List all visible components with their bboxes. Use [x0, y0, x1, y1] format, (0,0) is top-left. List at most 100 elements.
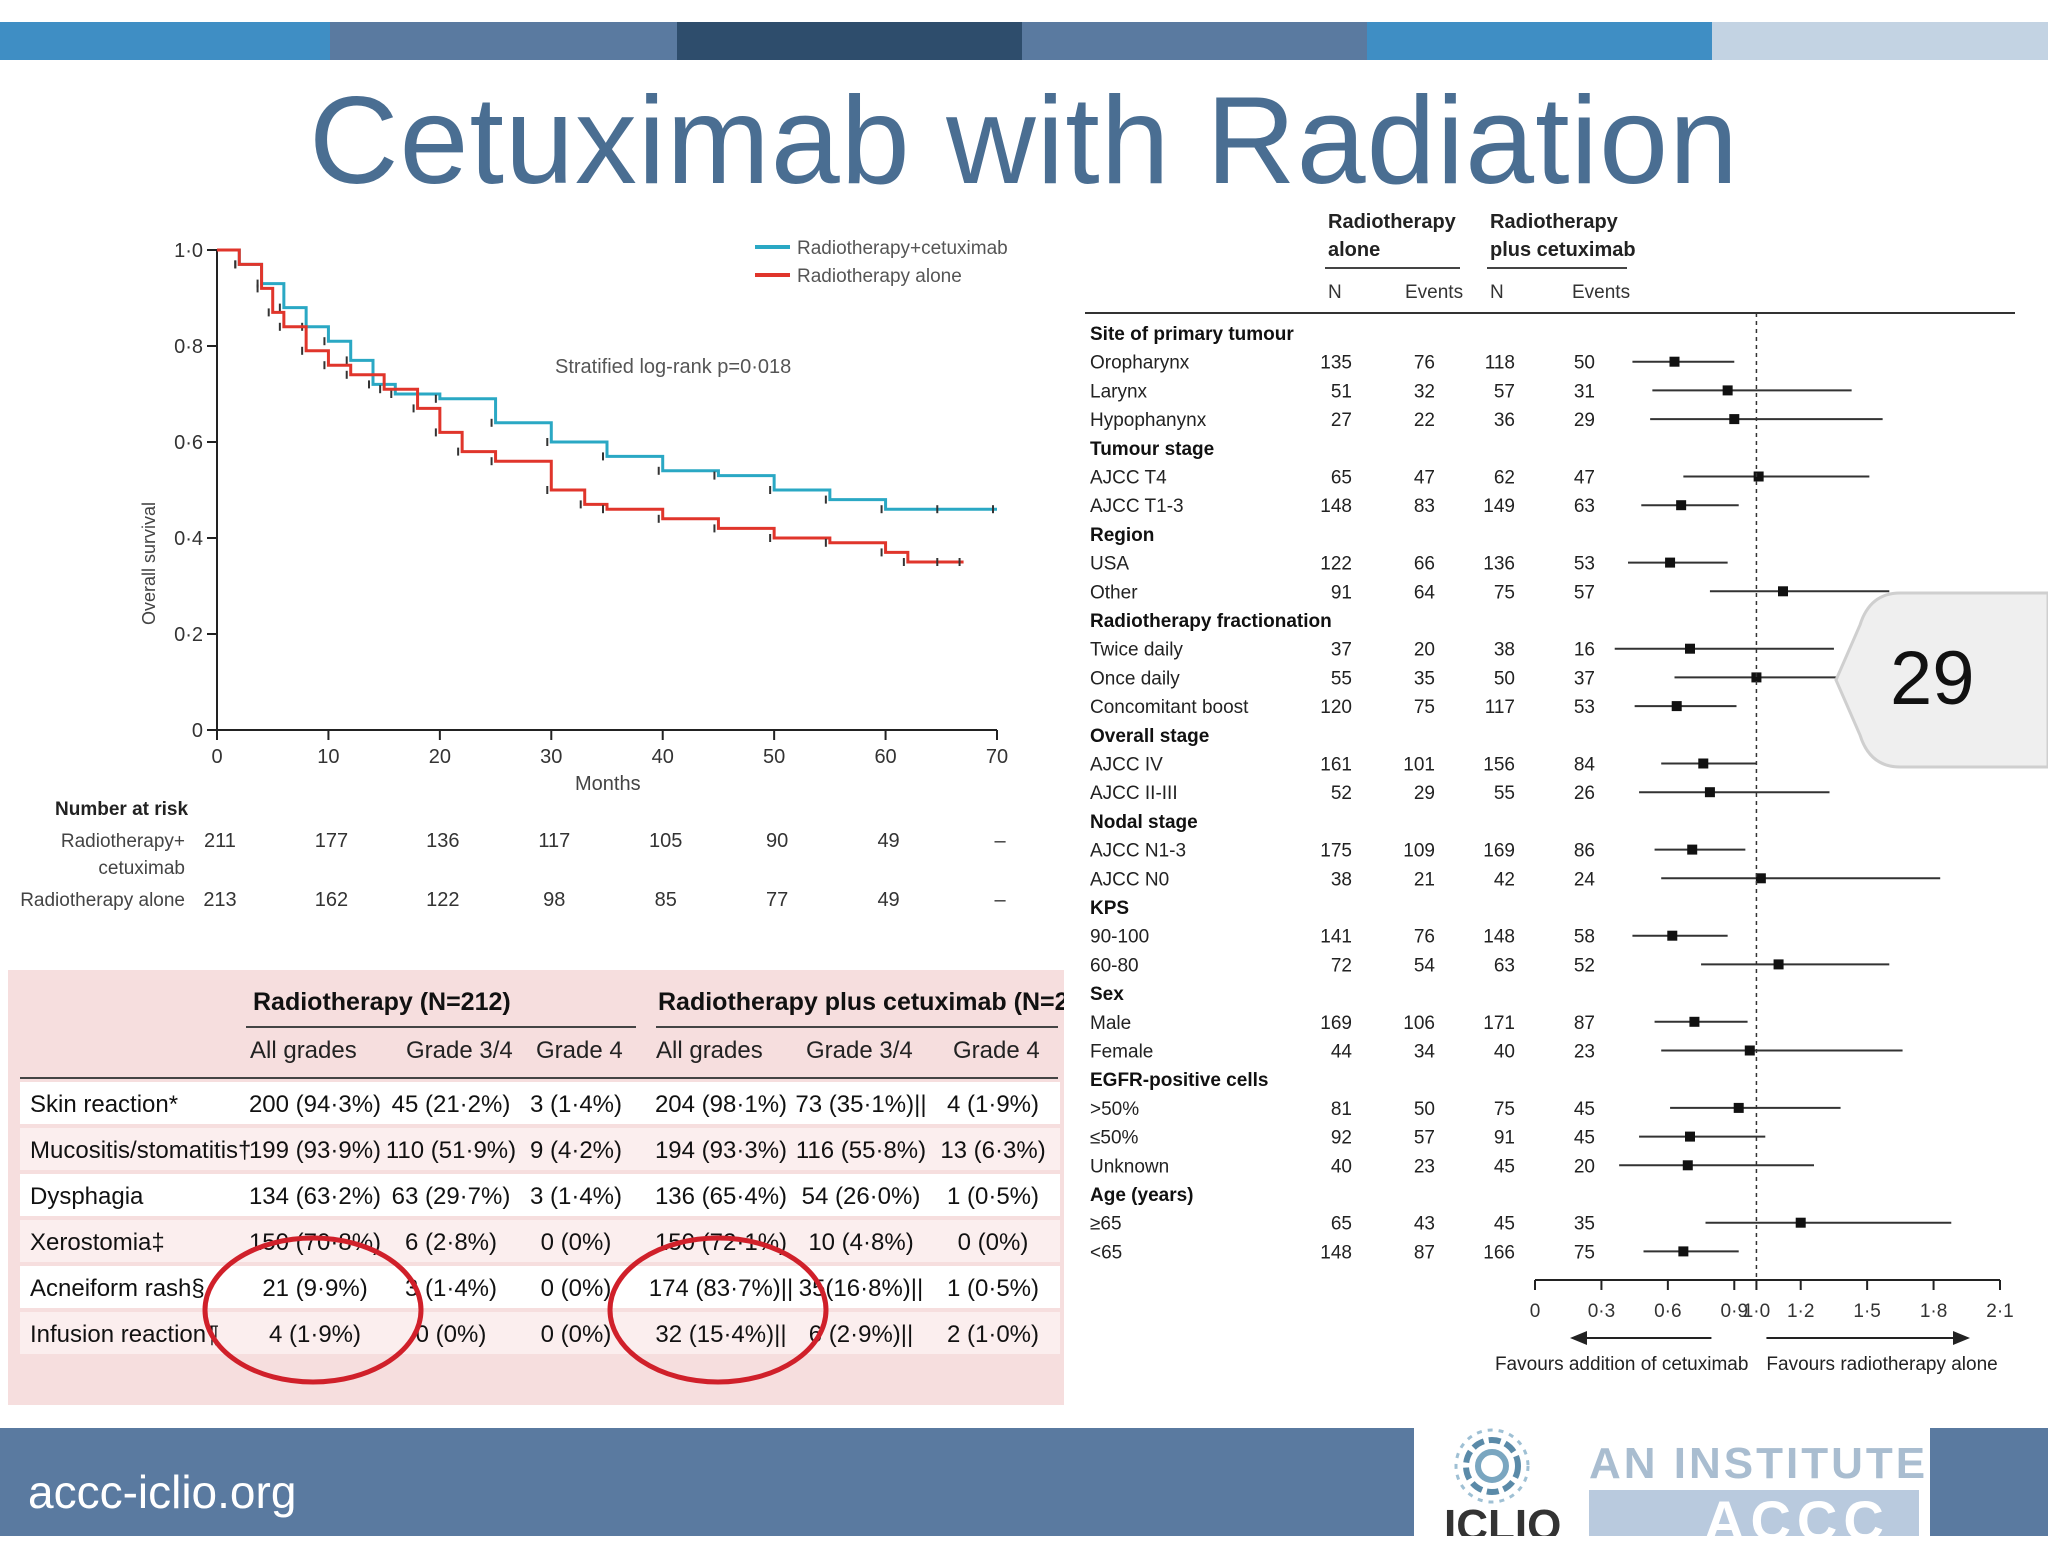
km-curves — [217, 248, 997, 566]
slide-title: Cetuximab with Radiation — [308, 72, 1740, 210]
forest-point-estimate — [1755, 873, 1766, 884]
forest-col-group-2: plus cetuximab — [1490, 239, 1636, 261]
ae-cell: 1 (0·5%) — [947, 1183, 1039, 1210]
ae-row-label: Xerostomia‡ — [30, 1229, 165, 1256]
forest-point-estimate — [1744, 1045, 1755, 1056]
ae-cell: 3 (1·4%) — [530, 1183, 622, 1210]
forest-point-estimate — [1733, 1102, 1744, 1113]
ae-cell: 204 (98·1%) — [655, 1091, 787, 1118]
risk-value: 77 — [766, 889, 788, 911]
forest-n2: 55 — [1494, 783, 1515, 804]
ae-subheader: All grades — [656, 1037, 763, 1064]
forest-e2: 84 — [1574, 755, 1596, 776]
forest-e2: 52 — [1574, 955, 1595, 976]
forest-row-label: Larynx — [1090, 381, 1148, 402]
forest-n2: 171 — [1483, 1013, 1515, 1034]
forest-e2: 45 — [1574, 1128, 1595, 1149]
risk-value: – — [994, 830, 1006, 852]
forest-e1: 32 — [1414, 381, 1435, 402]
forest-e1: 35 — [1414, 668, 1435, 689]
ae-cell: 6 (2·9%)|| — [809, 1321, 914, 1348]
forest-e2: 75 — [1574, 1242, 1595, 1263]
km-y-tick-label: 1·0 — [174, 240, 203, 262]
forest-n1: 37 — [1331, 640, 1352, 661]
forest-col-group-1: Radiotherapy — [1328, 211, 1457, 233]
forest-n1: 55 — [1331, 668, 1352, 689]
forest-e1: 34 — [1414, 1042, 1436, 1063]
forest-e1: 20 — [1414, 640, 1435, 661]
forest-row-label: Female — [1090, 1042, 1153, 1063]
forest-e1: 47 — [1414, 468, 1435, 489]
risk-value: – — [994, 889, 1006, 911]
ae-cell: 6 (2·8%) — [405, 1229, 497, 1256]
forest-point-estimate — [1671, 701, 1682, 712]
ae-cell: 54 (26·0%) — [802, 1183, 921, 1210]
km-survival-chart: 0 10 20 30 40 50 60 70 0 0·2 0·4 0·6 0·8 1·0 Radiothe… — [20, 238, 1008, 911]
ae-cell: 174 (83·7%)|| — [649, 1275, 794, 1302]
forest-n2: 38 — [1494, 640, 1515, 661]
risk-value: 105 — [649, 830, 682, 852]
ae-group-header-1: Radiotherapy (N=212) — [253, 988, 511, 1016]
forest-group-label: KPS — [1090, 898, 1129, 919]
ae-cell: 0 (0%) — [416, 1321, 487, 1348]
forest-point-estimate — [1729, 414, 1740, 425]
ae-cell: 134 (63·2%) — [249, 1183, 381, 1210]
forest-n2: 156 — [1483, 755, 1515, 776]
logo-text-bottom: ACCC — [1704, 1489, 1890, 1536]
ae-row-label: Infusion reaction¶ — [30, 1321, 219, 1348]
forest-e1: 76 — [1414, 927, 1435, 948]
ae-group-header-2: Radiotherapy plus cetuximab (N=208) — [658, 988, 1064, 1016]
top-bar-segment — [330, 22, 677, 60]
forest-point-estimate — [1698, 758, 1709, 769]
ae-cell: 63 (29·7%) — [392, 1183, 511, 1210]
km-annotation: Stratified log-rank p=0·018 — [555, 356, 791, 378]
forest-row-label: Unknown — [1090, 1156, 1169, 1177]
forest-n2: 45 — [1494, 1156, 1515, 1177]
forest-n1: 148 — [1320, 1242, 1352, 1263]
forest-n2: 57 — [1494, 381, 1515, 402]
forest-n1: 135 — [1320, 353, 1352, 374]
forest-group-label: Sex — [1090, 984, 1124, 1005]
forest-n1: 91 — [1331, 582, 1352, 603]
top-bar-segment — [0, 22, 330, 60]
forest-n1: 52 — [1331, 783, 1352, 804]
risk-value: 162 — [315, 889, 348, 911]
favours-right-arrowhead — [1953, 1331, 1970, 1345]
forest-e2: 23 — [1574, 1042, 1595, 1063]
forest-row-label: Oropharynx — [1090, 353, 1190, 374]
km-legend-label: Radiotherapy+cetuximab — [797, 238, 1008, 259]
km-y-tick-label: 0·4 — [174, 528, 203, 550]
forest-point-estimate — [1682, 1160, 1693, 1171]
ae-cell: 9 (4·2%) — [530, 1137, 622, 1164]
risk-value: 49 — [877, 889, 899, 911]
risk-value: 85 — [655, 889, 677, 911]
top-color-bars — [0, 22, 2048, 60]
km-x-tick-label: 30 — [540, 746, 562, 768]
forest-group-label: EGFR-positive cells — [1090, 1070, 1268, 1091]
forest-n2: 91 — [1494, 1128, 1515, 1149]
forest-e2: 31 — [1574, 381, 1595, 402]
ae-table-container: Radiotherapy (N=212) Radiotherapy plus ce… — [8, 970, 1105, 1405]
ae-row-bg — [20, 1220, 1060, 1262]
forest-e1: 83 — [1414, 496, 1435, 517]
forest-x-tick-label: 2·1 — [1986, 1301, 2013, 1322]
favours-left-label: Favours addition of cetuximab — [1495, 1354, 1748, 1375]
slide-number-badge — [1834, 591, 2048, 769]
forest-x-tick-label: 1·0 — [1743, 1301, 1770, 1322]
forest-x-tick-label: 1·2 — [1787, 1301, 1814, 1322]
forest-row-label: ≥65 — [1090, 1214, 1122, 1235]
forest-row-label: AJCC T4 — [1090, 468, 1167, 489]
ae-cell: 0 (0%) — [541, 1321, 612, 1348]
forest-group-label: Radiotherapy fractionation — [1090, 611, 1332, 632]
forest-e1: 22 — [1414, 410, 1435, 431]
forest-e2: 53 — [1574, 554, 1595, 575]
forest-n2: 149 — [1483, 496, 1515, 517]
top-bar-segment — [677, 22, 1022, 60]
km-x-tick-label: 60 — [874, 746, 896, 768]
forest-group-label: Overall stage — [1090, 726, 1209, 747]
forest-n1: 148 — [1320, 496, 1352, 517]
footer-url[interactable]: accc-iclio.org — [28, 1466, 297, 1518]
forest-row-label: Twice daily — [1090, 640, 1183, 661]
forest-row-label: AJCC IV — [1090, 755, 1163, 776]
forest-x-tick-label: 0 — [1530, 1301, 1541, 1322]
